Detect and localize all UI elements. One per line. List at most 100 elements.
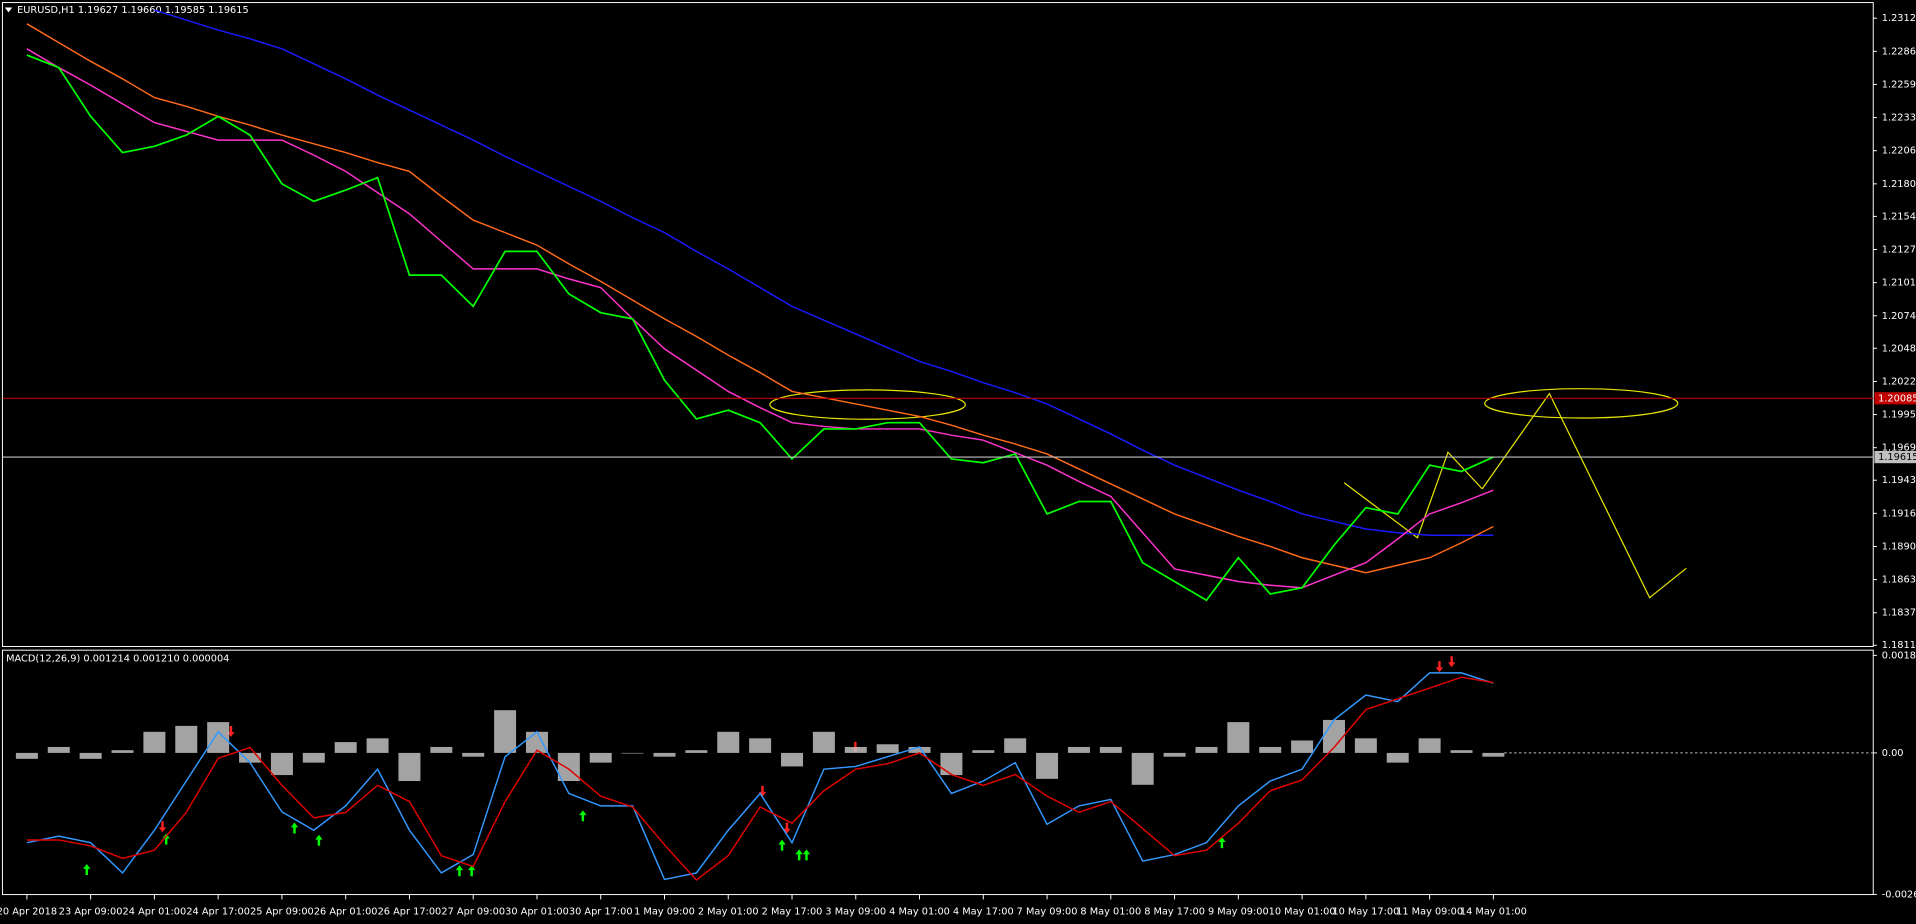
histogram-bar: [1004, 738, 1027, 753]
x-tick-label: 8 May 01:00: [1080, 907, 1141, 918]
histogram-bar: [270, 752, 293, 776]
x-tick-label: 10 May 01:00: [1269, 907, 1336, 918]
histogram-bar: [1418, 738, 1441, 753]
histogram-bar: [334, 742, 357, 753]
y-tick-label: 0.00: [1882, 748, 1904, 759]
y-tick-label: 1.19955: [1882, 410, 1916, 421]
macd-title: MACD(12,26,9) 0.001214 0.001210 0.000004: [6, 654, 229, 665]
histogram-bar: [175, 725, 198, 753]
histogram-bar: [557, 752, 580, 782]
histogram-bar: [653, 752, 676, 757]
y-tick-label: 1.19165: [1882, 508, 1916, 519]
price-label-box: [1874, 392, 1916, 405]
histogram-bar: [1099, 746, 1122, 753]
histogram-bar: [1450, 750, 1473, 753]
histogram-bar: [1386, 752, 1409, 763]
x-tick-label: 23 Apr 09:00: [59, 907, 123, 918]
x-tick-label: 24 Apr 17:00: [186, 907, 250, 918]
histogram-bar: [239, 752, 262, 763]
histogram-bar: [908, 746, 931, 753]
y-tick-label: 1.22860: [1882, 46, 1916, 57]
x-tick-label: 26 Apr 17:00: [378, 907, 442, 918]
x-tick-label: 25 Apr 09:00: [250, 907, 314, 918]
histogram-bar: [47, 746, 70, 753]
histogram-bar: [812, 731, 835, 753]
histogram-bar: [302, 752, 325, 763]
x-tick-label: 4 May 01:00: [889, 907, 950, 918]
histogram-bar: [207, 722, 230, 753]
menu-triangle[interactable]: [4, 7, 13, 13]
price-label-box: [1874, 450, 1916, 464]
y-tick-label: 1.22595: [1882, 79, 1916, 90]
histogram-bar: [462, 752, 485, 757]
histogram-bar: [1291, 740, 1314, 753]
histogram-bar: [1259, 746, 1282, 753]
series-line: [26, 23, 1494, 574]
series-line: [26, 54, 1494, 602]
y-tick-label: 1.21275: [1882, 245, 1916, 256]
histogram-bar: [143, 731, 166, 753]
y-tick-label: 1.23125: [1882, 13, 1916, 24]
trend-path: [1481, 392, 1687, 599]
y-tick-label: 0.001804: [1882, 650, 1916, 661]
x-tick-label: 20 Apr 2018: [0, 907, 57, 918]
x-tick-label: 26 Apr 01:00: [314, 907, 378, 918]
y-tick-label: 1.20745: [1882, 311, 1916, 322]
x-tick-label: 4 May 17:00: [953, 907, 1014, 918]
histogram-bar: [876, 744, 899, 753]
x-tick-label: 24 Apr 01:00: [123, 907, 187, 918]
series-line: [26, 676, 1494, 881]
histogram-bar: [525, 731, 548, 753]
x-tick-label: 1 May 09:00: [634, 907, 695, 918]
histogram-bar: [1482, 752, 1505, 757]
histogram-bar: [1227, 722, 1250, 753]
x-tick-label: 30 Apr 01:00: [505, 907, 569, 918]
price-label: 1.19615: [1878, 452, 1916, 463]
y-tick-label: 1.20485: [1882, 343, 1916, 354]
histogram-bar: [589, 752, 612, 763]
histogram-bar: [844, 746, 867, 753]
histogram-bar: [1067, 746, 1090, 753]
histogram-bar: [972, 750, 995, 753]
histogram-bar: [621, 752, 644, 754]
ellipse: [1484, 388, 1679, 419]
y-tick-label: 1.21010: [1882, 278, 1916, 289]
histogram-bar: [111, 750, 134, 753]
histogram-bar: [366, 738, 389, 753]
x-tick-label: 3 May 09:00: [825, 907, 886, 918]
series-line: [26, 672, 1494, 881]
x-tick-label: 11 May 09:00: [1396, 907, 1463, 918]
y-tick-label: 1.21540: [1882, 211, 1916, 222]
y-tick-label: 1.19690: [1882, 443, 1916, 454]
x-tick-label: 27 Apr 09:00: [441, 907, 505, 918]
histogram-bar: [15, 752, 38, 759]
histogram-bar: [749, 738, 772, 753]
histogram-bar: [717, 731, 740, 753]
histogram-bar: [1195, 746, 1218, 753]
y-tick-label: 1.18900: [1882, 541, 1916, 552]
y-tick-label: 1.19430: [1882, 475, 1916, 486]
ellipse: [769, 389, 966, 420]
histogram-bar: [430, 746, 453, 753]
series-line: [26, 48, 1494, 589]
y-tick-label: 1.22330: [1882, 113, 1916, 124]
histogram-bar: [79, 752, 102, 759]
histogram-bar: [494, 710, 517, 753]
y-tick-label: 1.18370: [1882, 608, 1916, 619]
x-tick-label: 10 May 17:00: [1332, 907, 1399, 918]
y-tick-label: -0.002617: [1882, 889, 1916, 900]
main-title: EURUSD,H1 1.19627 1.19660 1.19585 1.1961…: [17, 5, 249, 16]
histogram-bar: [398, 752, 421, 782]
series-line: [154, 9, 1494, 536]
histogram-bar: [781, 752, 804, 767]
x-tick-label: 14 May 01:00: [1460, 907, 1527, 918]
y-tick-label: 1.18635: [1882, 575, 1916, 586]
y-tick-label: 1.20220: [1882, 376, 1916, 387]
x-tick-label: 30 Apr 17:00: [569, 907, 633, 918]
histogram-bar: [1354, 738, 1377, 753]
x-tick-label: 2 May 01:00: [698, 907, 759, 918]
histogram-bar: [1036, 752, 1059, 779]
